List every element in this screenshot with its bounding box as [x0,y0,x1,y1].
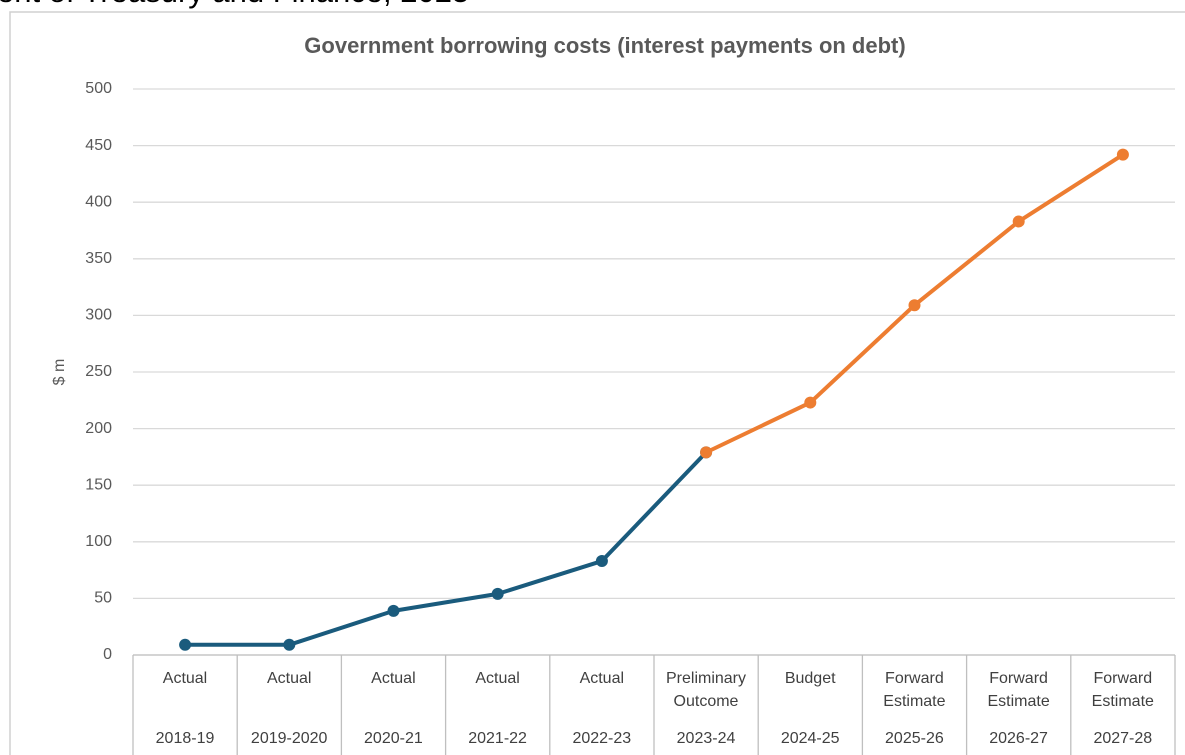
x-group-label: Actual [475,670,520,687]
y-tick-label: 500 [85,80,112,97]
y-tick-label: 100 [85,533,112,550]
y-tick-label: 450 [85,137,112,154]
x-tick-label: 2021-22 [468,730,527,747]
x-tick-label: 2018-19 [155,730,215,747]
x-group-label: Forward Estimate [987,670,1050,710]
data-point [1012,215,1025,228]
x-tick-label: 2027-28 [1093,730,1153,747]
data-point [179,638,192,651]
x-group-label: Preliminary Outcome [665,670,746,710]
x-tick-label: 2019-2020 [250,730,328,747]
x-group-label: Actual [266,670,312,687]
x-tick-label: 2025-26 [885,730,944,747]
source-text: ent of Treasury and Finance, 2025 [0,0,469,9]
data-point [700,446,713,459]
data-point [1116,148,1129,161]
y-axis-label: $ m [51,359,68,386]
x-group-label: Budget [784,670,836,687]
y-tick-label: 400 [85,193,112,210]
x-tick-label: 2023-24 [676,730,736,747]
data-point [908,299,921,312]
y-tick-label: 350 [85,250,112,267]
data-point [387,604,400,617]
data-point [491,587,504,600]
x-group-label: Actual [371,670,416,687]
data-point [804,396,817,409]
x-tick-label: 2022-23 [572,730,632,747]
y-tick-label: 50 [94,590,112,607]
y-tick-label: 200 [85,420,112,437]
data-point [283,638,296,651]
chart-title: Government borrowing costs (interest pay… [304,33,905,58]
y-tick-label: 300 [85,307,112,324]
y-tick-label: 0 [103,646,112,663]
x-group-label: Forward Estimate [1091,670,1154,710]
x-group-label: Forward Estimate [883,670,946,710]
y-tick-label: 250 [85,363,112,380]
x-tick-label: 2026-27 [989,730,1048,747]
x-group-label: Actual [162,670,208,687]
y-tick-label: 150 [85,476,112,493]
x-tick-label: 2024-25 [780,730,840,747]
x-tick-label: 2020-21 [364,730,423,747]
x-group-label: Actual [579,670,625,687]
chart-frame [9,11,1185,755]
data-point [595,555,608,568]
series-line [185,450,708,647]
